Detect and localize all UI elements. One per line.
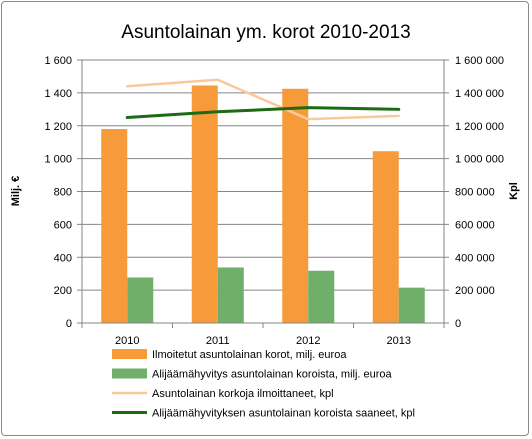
left-tick-label: 800 (54, 187, 72, 199)
x-tick-label: 2013 (387, 335, 411, 347)
legend-label: Alijäämähyvityksen asuntolainan koroista… (152, 408, 415, 420)
legend-label: Alijäämähyvitys asuntolainan koroista, m… (152, 369, 393, 381)
left-tick-label: 0 (66, 318, 72, 330)
bar (191, 85, 218, 324)
left-tick-label: 1 400 (44, 88, 72, 100)
x-axis-ticks: 2010 2011 2012 2013 (115, 335, 411, 347)
series-line (125, 106, 401, 120)
series-line (126, 78, 400, 121)
axes (77, 59, 449, 328)
left-tick-label: 1 000 (44, 154, 72, 166)
bar (398, 287, 425, 323)
right-tick-label: 400 000 (455, 252, 495, 264)
x-tick-label: 2010 (115, 335, 139, 347)
lines (125, 78, 401, 121)
bar (282, 88, 309, 323)
x-tick-label: 2012 (296, 335, 320, 347)
legend-swatch (112, 368, 147, 379)
bar (308, 270, 335, 323)
legend-label: Ilmoitetut asuntolainan korot, milj. eur… (152, 349, 347, 361)
right-tick-label: 0 (455, 318, 461, 330)
right-tick-label: 600 000 (455, 219, 495, 231)
right-tick-label: 200 000 (455, 285, 495, 297)
x-tick-label: 2011 (206, 335, 230, 347)
left-tick-label: 400 (54, 252, 72, 264)
bar (217, 267, 244, 323)
left-axis-title: Milj. € (10, 176, 22, 207)
right-axis-ticks: 0 200 000 400 000 600 000 800 000 1 000 000 1 … (455, 55, 504, 330)
left-axis-ticks: 0 200 400 600 800 1 000 1 200 1 400 1 600 (44, 55, 72, 330)
right-tick-label: 1 400 000 (455, 88, 504, 100)
right-tick-label: 1 200 000 (455, 121, 504, 133)
bar (372, 151, 399, 323)
right-tick-label: 1 600 000 (455, 55, 504, 67)
left-tick-label: 1 600 (44, 55, 72, 67)
left-tick-label: 200 (54, 285, 72, 297)
right-tick-label: 1 000 000 (455, 154, 504, 166)
legend-swatch (112, 349, 147, 359)
bars (101, 85, 425, 324)
right-axis-title: Kpl (508, 182, 520, 200)
chart-title: Asuntolainan ym. korot 2010-2013 (121, 22, 410, 43)
right-tick-label: 800 000 (455, 187, 495, 199)
bar (101, 129, 128, 323)
legend: Ilmoitetut asuntolainan korot, milj. eur… (112, 349, 415, 420)
left-tick-label: 1 200 (44, 121, 72, 133)
left-tick-label: 600 (54, 219, 72, 231)
bar (127, 277, 154, 323)
legend-label: Asuntolainan korkoja ilmoittaneet, kpl (152, 388, 334, 400)
